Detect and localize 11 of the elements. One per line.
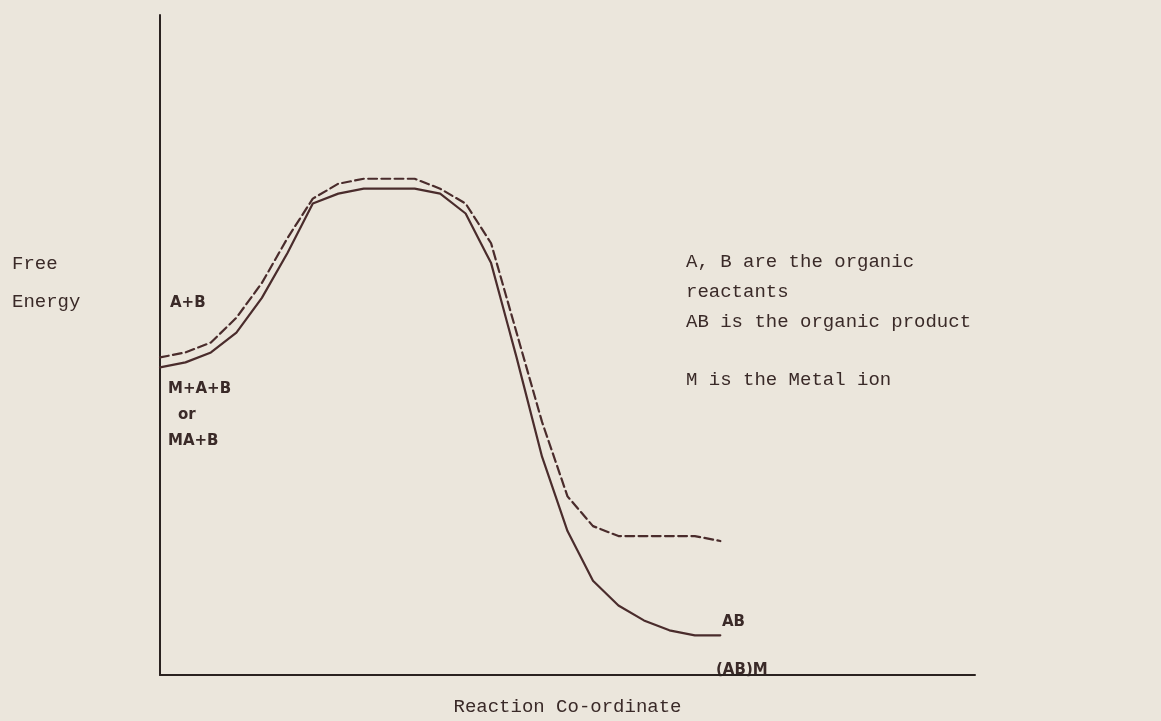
x-axis-title: Reaction Co-ordinate — [453, 695, 682, 718]
annotation: A+B — [170, 293, 206, 311]
annotation: M+A+B — [168, 379, 232, 397]
annotation: A, B are the organic reactants — [686, 251, 926, 303]
y-axis-title: Free Energy — [12, 253, 81, 313]
annotation: M is the Metal ion — [686, 369, 892, 391]
annotation: or — [178, 405, 197, 423]
annotation: AB — [722, 612, 746, 630]
annotation: (AB)M — [716, 660, 768, 678]
annotation: MA+B — [168, 431, 219, 449]
annotation: AB is the organic product — [686, 311, 972, 333]
